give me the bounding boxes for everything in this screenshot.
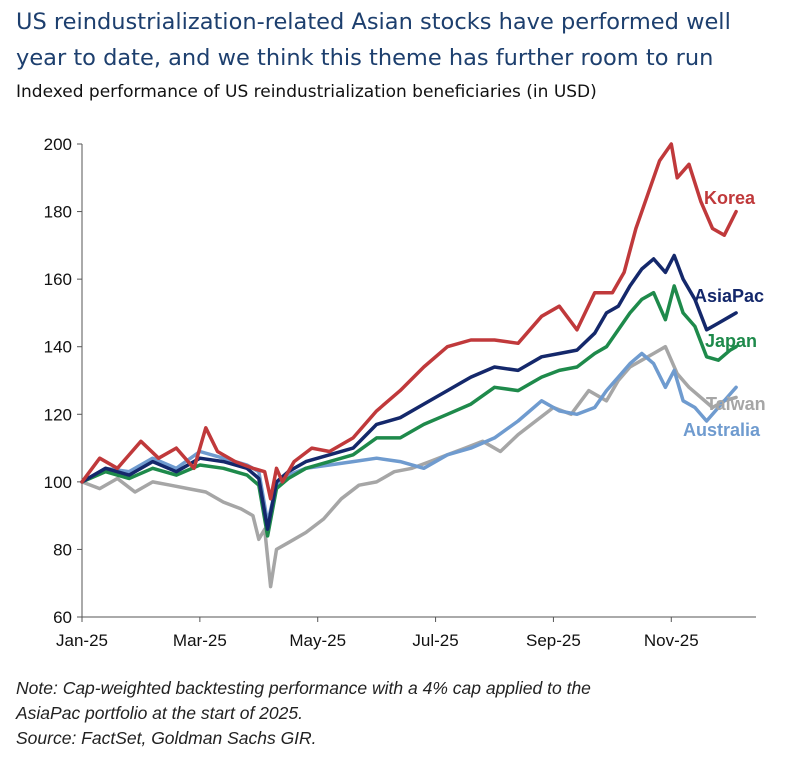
series-line-japan: [80, 284, 738, 538]
y-tick-label: 80: [53, 540, 72, 559]
y-tick-label: 100: [44, 473, 72, 492]
line-chart: 60 80 100 120 140 160 180 200 Jan-25 Mar-25 May-25…: [44, 135, 766, 650]
axes: 60 80 100 120 140 160 180 200 Jan-25 Mar-25 May-25…: [44, 135, 756, 650]
x-tick-label: May-25: [289, 631, 346, 650]
series-label-korea: Korea: [704, 188, 756, 208]
series-line-australia: [80, 351, 738, 525]
note-line-2: AsiaPac portfolio at the start of 2025.: [16, 703, 303, 723]
x-tick-label: Jan-25: [56, 631, 108, 650]
series-line-asiapac: [80, 253, 738, 531]
series-labels: Korea AsiaPac Japan Taiwan Australia: [683, 188, 766, 440]
series-label-japan: Japan: [705, 331, 757, 351]
x-tick-label: Nov-25: [644, 631, 699, 650]
x-tick-label: Sep-25: [526, 631, 581, 650]
series-label-australia: Australia: [683, 420, 761, 440]
footnotes: Note: Cap-weighted backtesting performan…: [16, 676, 591, 751]
chart-subtitle: Indexed performance of US reindustrializ…: [16, 82, 597, 102]
series-line-korea: [80, 142, 738, 501]
y-tick-label: 180: [44, 203, 72, 222]
y-tick-label: 120: [44, 405, 72, 424]
series-lines: [80, 142, 738, 589]
y-tick-label: 160: [44, 270, 72, 289]
source-line: Source: FactSet, Goldman Sachs GIR.: [16, 728, 317, 748]
series-label-taiwan: Taiwan: [706, 394, 766, 414]
y-tick-label: 140: [44, 338, 72, 357]
x-tick-label: Mar-25: [173, 631, 227, 650]
series-line-taiwan: [80, 344, 738, 589]
series-label-asiapac: AsiaPac: [694, 286, 764, 306]
chart-title: US reindustrialization-related Asian sto…: [16, 9, 731, 71]
y-tick-label: 200: [44, 135, 72, 154]
y-tick-label: 60: [53, 608, 72, 627]
note-line-1: Note: Cap-weighted backtesting performan…: [16, 678, 591, 698]
x-tick-label: Jul-25: [412, 631, 458, 650]
